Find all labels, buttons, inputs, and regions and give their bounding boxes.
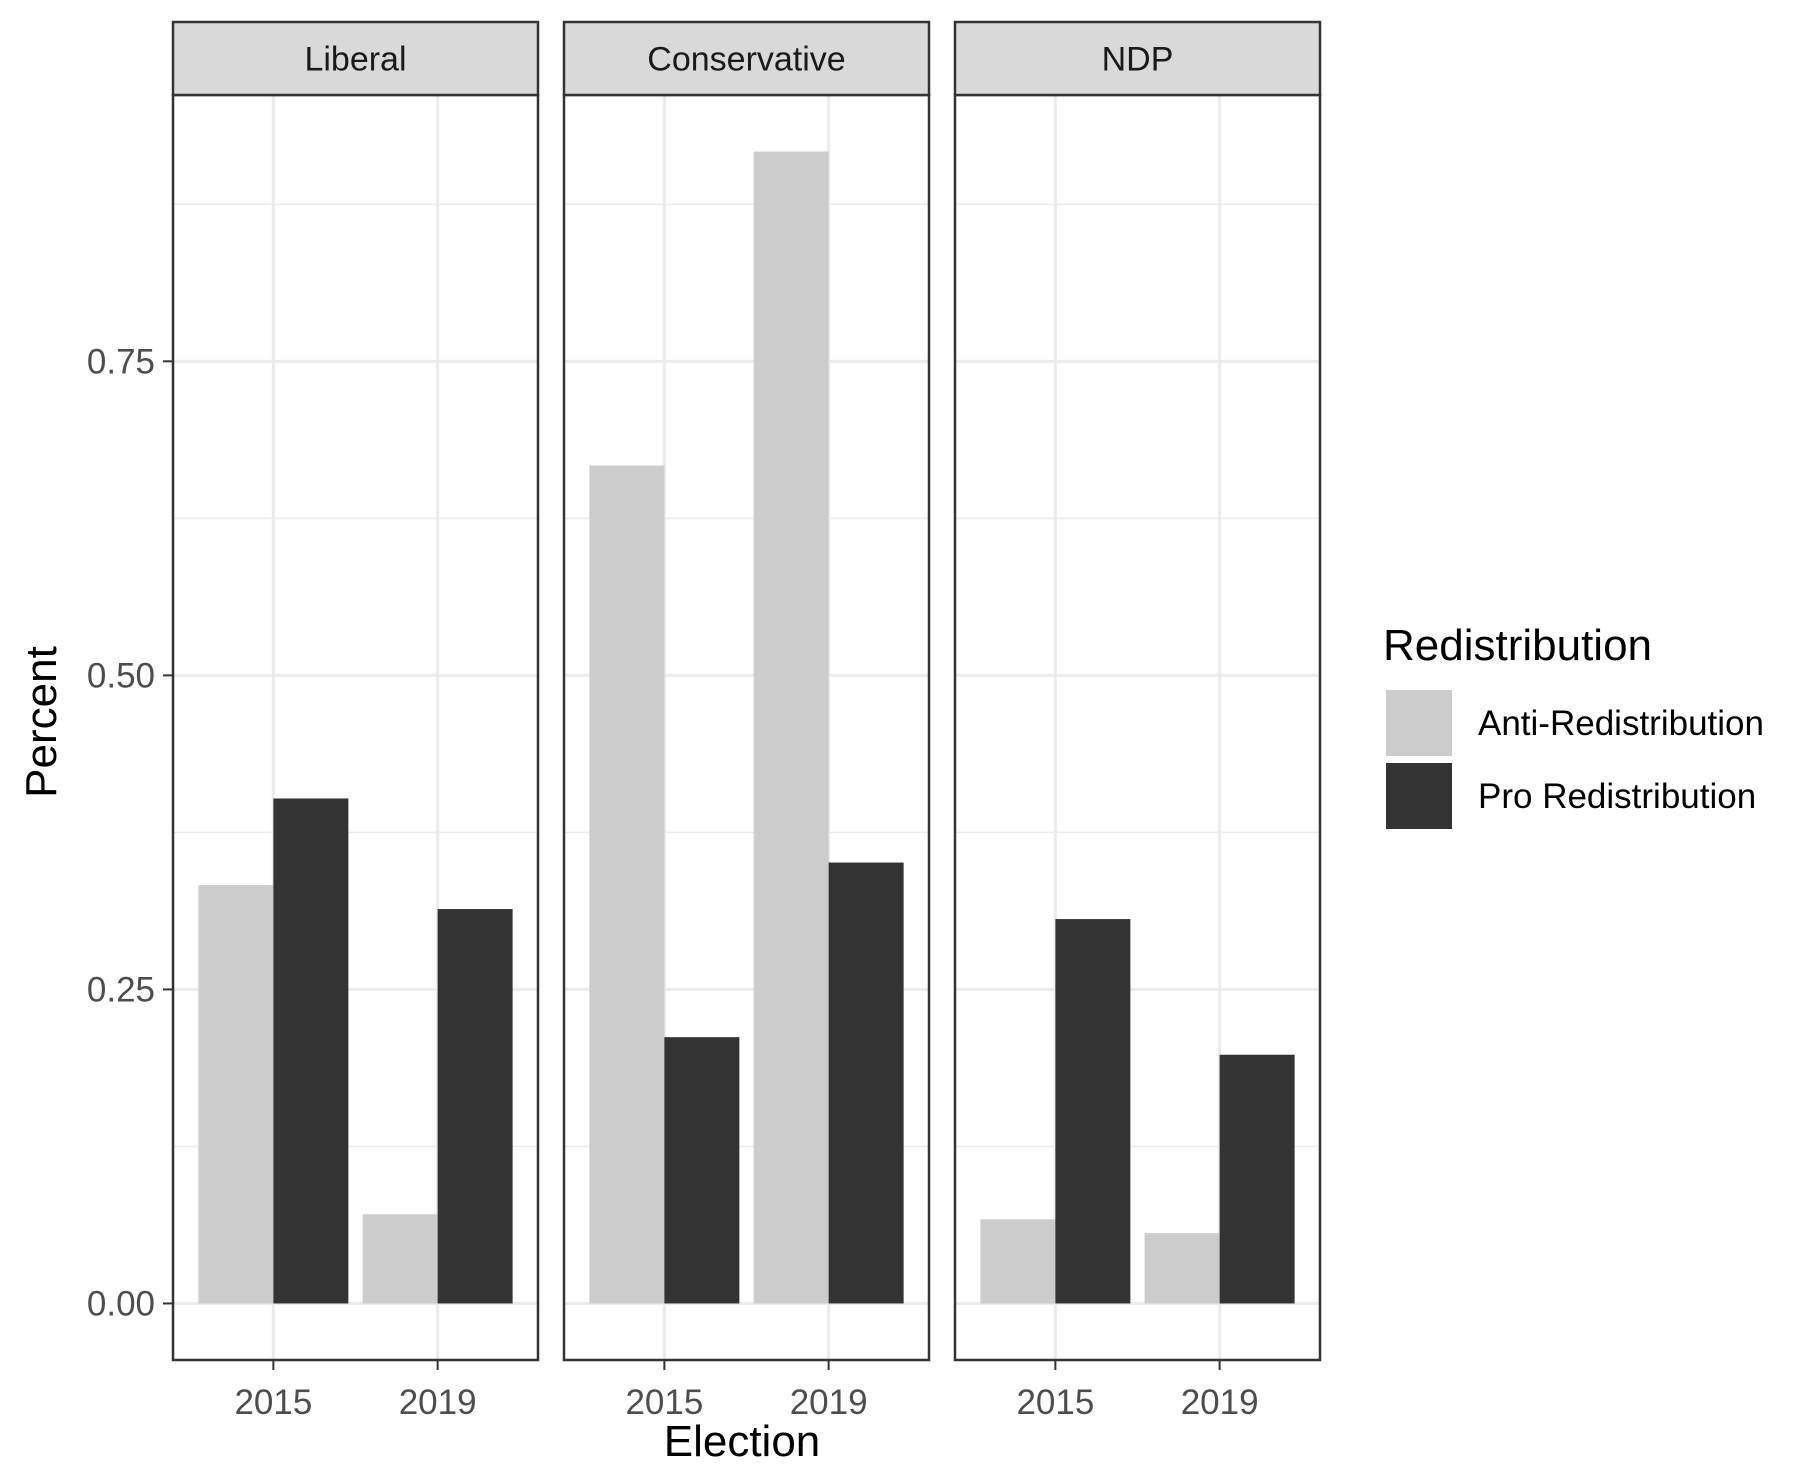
facet-liberal: 2015 2019 Liberal (171, 20, 540, 1422)
y-tick-label: 0.00 (87, 1284, 155, 1323)
facet-strip (953, 20, 1322, 97)
bar-liberal-2015-pro-redistribution (273, 798, 349, 1304)
bar-ndp-2015-anti-redistribution (980, 1219, 1056, 1304)
legend-label-pro-redistribution: Pro Redistribution (1478, 777, 1756, 816)
bar-liberal-2019-pro-redistribution (437, 909, 513, 1304)
legend-key-anti-redistribution (1386, 690, 1452, 756)
facet-strip-label: Conservative (647, 41, 845, 79)
bar-conservative-2015-pro-redistribution (664, 1037, 740, 1304)
bar-ndp-2019-pro-redistribution (1219, 1054, 1295, 1304)
x-tick-label: 2015 (625, 1383, 703, 1422)
legend-label-anti-redistribution: Anti-Redistribution (1478, 704, 1764, 743)
bar-conservative-2019-anti-redistribution (753, 151, 829, 1304)
x-axis-title: Election (664, 1417, 821, 1466)
facet-strip-label: NDP (1102, 41, 1174, 79)
bar-ndp-2019-anti-redistribution (1144, 1233, 1220, 1304)
legend-title: Redistribution (1383, 621, 1652, 670)
y-tick-label: 0.25 (87, 970, 155, 1009)
legend: Redistribution Anti-Redistribution Pro Re… (1383, 621, 1764, 829)
bar-liberal-2015-anti-redistribution (198, 885, 274, 1304)
x-tick-label: 2015 (1016, 1383, 1094, 1422)
facet-conservative: 2015 2019 Conservative (562, 20, 931, 1422)
bar-conservative-2019-pro-redistribution (828, 862, 904, 1304)
bar-liberal-2019-anti-redistribution (362, 1214, 438, 1304)
x-tick-label: 2015 (234, 1383, 312, 1422)
facet-strip-label: Liberal (304, 41, 406, 79)
legend-key-pro-redistribution (1386, 763, 1452, 829)
bar-ndp-2015-pro-redistribution (1055, 919, 1131, 1304)
facet-strip (562, 20, 931, 97)
x-tick-label: 2019 (399, 1383, 477, 1422)
facet-strip (171, 20, 540, 97)
y-tick-label: 0.75 (87, 342, 155, 381)
x-tick-label: 2019 (790, 1383, 868, 1422)
y-axis: 0.00 0.25 0.50 0.75 (87, 342, 173, 1323)
bar-conservative-2015-anti-redistribution (589, 465, 665, 1304)
facet-ndp: 2015 2019 NDP (953, 20, 1322, 1422)
y-tick-label: 0.50 (87, 656, 155, 695)
y-axis-title: Percent (17, 646, 66, 798)
x-tick-label: 2019 (1181, 1383, 1259, 1422)
